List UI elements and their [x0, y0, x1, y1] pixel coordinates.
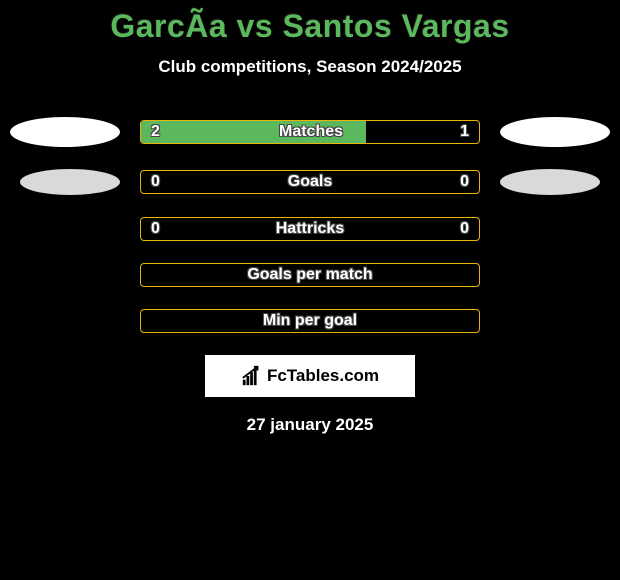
stat-row-mpg: Min per goal: [0, 309, 620, 333]
player-right-icon: [500, 169, 600, 195]
bar-label: Min per goal: [141, 310, 479, 332]
bar-right-value: 0: [428, 171, 479, 193]
date-label: 27 january 2025: [0, 415, 620, 435]
bar-matches: 2 Matches 1: [140, 120, 480, 144]
bar-label: Hattricks: [192, 218, 429, 240]
stat-row-hattricks: 0 Hattricks 0: [0, 217, 620, 241]
stat-row-gpm: Goals per match: [0, 263, 620, 287]
player-left-icon: [10, 117, 120, 147]
brand-text: FcTables.com: [267, 366, 379, 386]
player-left-icon: [20, 169, 120, 195]
chart-bars-icon: [241, 365, 263, 387]
subtitle: Club competitions, Season 2024/2025: [0, 57, 620, 77]
brand-logo: FcTables.com: [205, 355, 415, 397]
stat-row-matches: 2 Matches 1: [0, 117, 620, 147]
bar-goals: 0 Goals 0: [140, 170, 480, 194]
bar-label: Goals per match: [141, 264, 479, 286]
player-right-icon: [500, 117, 610, 147]
bar-right-value: 1: [366, 121, 479, 143]
bar-hattricks: 0 Hattricks 0: [140, 217, 480, 241]
bar-left-value: 2: [141, 121, 366, 143]
bar-left-value: 0: [141, 218, 192, 240]
bar-mpg: Min per goal: [140, 309, 480, 333]
bar-right-value: 0: [428, 218, 479, 240]
stat-row-goals: 0 Goals 0: [0, 169, 620, 195]
bar-left-value: 0: [141, 171, 192, 193]
page-title: GarcÃ­a vs Santos Vargas: [0, 8, 620, 45]
bar-gpm: Goals per match: [140, 263, 480, 287]
comparison-infographic: GarcÃ­a vs Santos Vargas Club competitio…: [0, 0, 620, 435]
bar-label: Goals: [192, 171, 429, 193]
